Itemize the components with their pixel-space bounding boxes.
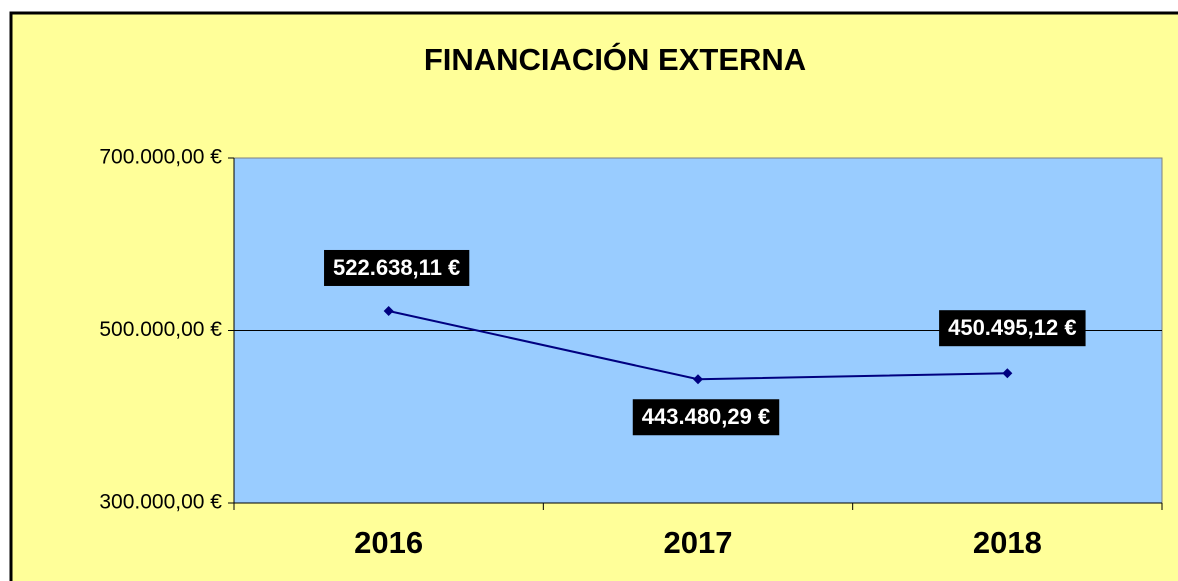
x-tick-label: 2016: [354, 525, 423, 560]
data-label-box: [632, 399, 780, 436]
x-tick-label: 2017: [664, 525, 733, 560]
y-tick-label: 300.000,00 €: [99, 491, 222, 514]
chart-title: FINANCIACIÓN EXTERNA: [424, 41, 806, 77]
x-tick-label: 2018: [973, 525, 1042, 560]
data-label: 522.638,11 €: [333, 255, 460, 280]
data-label-box: [939, 310, 1086, 347]
data-label-box: [324, 249, 470, 286]
marker: [693, 374, 703, 385]
y-tick-label: 700.000,00 €: [99, 146, 222, 169]
data-label: 450.495,12 €: [948, 315, 1076, 340]
marker: [1002, 368, 1013, 379]
y-tick-label: 500.000,00 €: [99, 318, 222, 341]
data-label: 443.480,29 €: [642, 404, 770, 429]
marker: [383, 305, 394, 316]
